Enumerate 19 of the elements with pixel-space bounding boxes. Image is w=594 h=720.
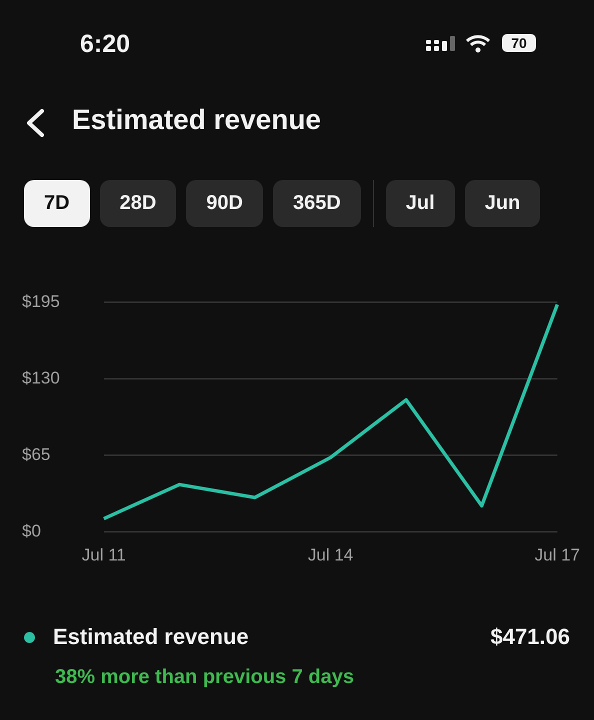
text: $471.06 xyxy=(490,624,570,650)
text: 38% more than previous 7 days xyxy=(55,666,354,689)
x-tick-label: Jul 14 xyxy=(308,545,354,564)
text: Jun xyxy=(464,180,540,227)
legend-label: Estimated revenue xyxy=(53,624,250,650)
y-tick-label: $0 xyxy=(22,521,41,540)
text: 28D xyxy=(100,180,176,227)
text: 70 xyxy=(502,34,536,52)
y-tick-label: $65 xyxy=(22,444,50,464)
x-tick-label: Jul 11 xyxy=(82,545,126,564)
text: 365D xyxy=(272,180,361,227)
text: 6:20 xyxy=(80,30,130,59)
y-tick-label: $195 xyxy=(22,292,60,311)
text: 90D xyxy=(186,180,263,227)
text: 7D xyxy=(24,180,90,227)
chart-title: Estimated revenue xyxy=(72,104,321,136)
x-tick-label: Jul 17 xyxy=(534,545,580,564)
y-tick-label: $130 xyxy=(22,368,60,388)
text: Jul xyxy=(386,180,455,227)
